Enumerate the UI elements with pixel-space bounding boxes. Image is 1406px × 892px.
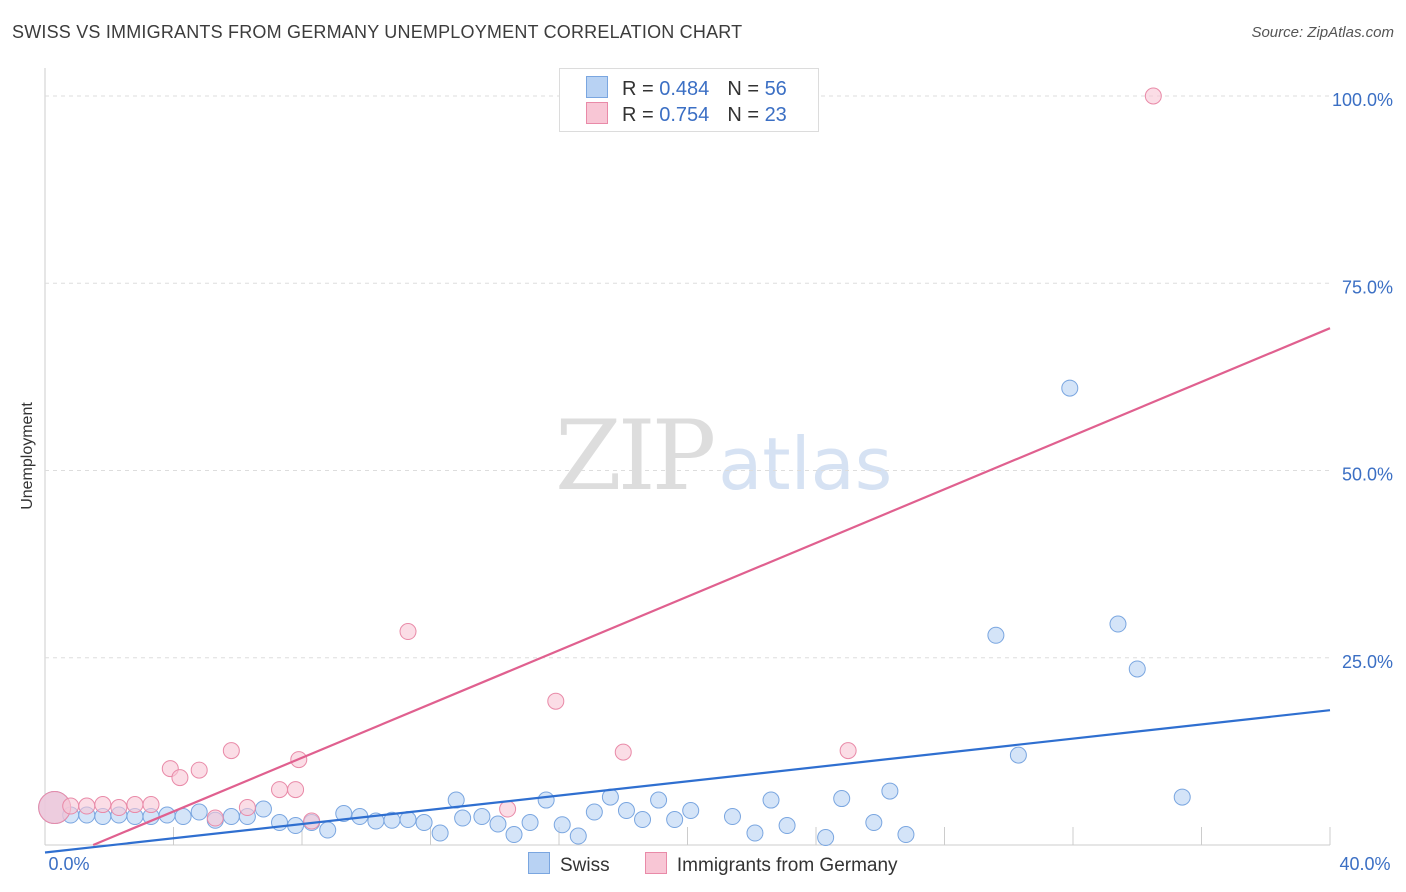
legend-n-value: 56: [764, 78, 787, 100]
data-point-swiss: [881, 782, 899, 800]
data-point-germany: [1144, 87, 1162, 105]
data-point-swiss: [431, 824, 449, 842]
data-point-swiss: [521, 814, 539, 832]
data-point-swiss: [778, 817, 796, 835]
data-point-germany: [287, 781, 305, 799]
legend-swatch-germany: [586, 102, 608, 124]
data-point-germany: [206, 809, 224, 827]
data-point-germany: [499, 800, 517, 818]
legend-item-germany[interactable]: Immigrants from Germany: [644, 852, 898, 877]
data-point-swiss: [723, 808, 741, 826]
data-point-swiss: [222, 808, 240, 826]
data-point-swiss: [553, 816, 571, 834]
legend-r-value: 0.754: [659, 104, 710, 126]
data-point-germany: [614, 743, 632, 761]
data-point-germany: [190, 761, 208, 779]
data-point-swiss: [1009, 746, 1027, 764]
data-point-swiss: [335, 805, 353, 823]
data-point-swiss: [897, 826, 915, 844]
data-point-swiss: [254, 800, 272, 818]
data-point-germany: [303, 812, 321, 830]
legend-swatch-swiss: [586, 76, 608, 98]
data-point-swiss: [505, 826, 523, 844]
data-point-germany: [547, 692, 565, 710]
x-tick-label: 40.0%: [1339, 854, 1390, 874]
legend-r-label: R =: [622, 104, 660, 126]
data-point-germany: [94, 796, 112, 814]
data-point-germany: [271, 781, 289, 799]
series-germany: [38, 87, 1162, 830]
legend-row-swiss: R = 0.484 N = 56: [586, 76, 787, 100]
data-point-germany: [126, 796, 144, 814]
y-tick-label: 75.0%: [1342, 277, 1393, 297]
data-point-swiss: [682, 802, 700, 820]
data-point-swiss: [447, 791, 465, 809]
data-point-swiss: [987, 626, 1005, 644]
data-point-swiss: [537, 791, 555, 809]
data-point-germany: [839, 742, 857, 760]
data-point-swiss: [1128, 660, 1146, 678]
legend-row-germany: R = 0.754 N = 23: [586, 102, 787, 126]
data-point-swiss: [454, 809, 472, 827]
legend-swatch-germany: [644, 852, 667, 874]
data-point-swiss: [762, 791, 780, 809]
data-point-swiss: [617, 802, 635, 820]
legend-n-value: 23: [764, 104, 787, 126]
data-point-swiss: [650, 791, 668, 809]
data-point-swiss: [473, 808, 491, 826]
data-point-swiss: [1173, 788, 1191, 806]
stats-legend: R = 0.484 N = 56 R = 0.754 N = 23: [559, 68, 819, 132]
data-point-germany: [142, 796, 160, 814]
data-point-swiss: [634, 811, 652, 829]
chart-title: SWISS VS IMMIGRANTS FROM GERMANY UNEMPLO…: [12, 22, 743, 42]
data-point-swiss: [190, 803, 208, 821]
y-tick-label: 50.0%: [1342, 465, 1393, 485]
data-point-swiss: [833, 790, 851, 808]
watermark: ZIPatlas: [555, 400, 892, 512]
y-tick-label: 100.0%: [1332, 90, 1393, 110]
watermark-atlas: atlas: [718, 422, 893, 506]
data-point-swiss: [489, 815, 507, 833]
legend-label-germany: Immigrants from Germany: [676, 855, 898, 876]
data-point-germany: [62, 797, 80, 815]
data-point-swiss: [585, 803, 603, 821]
data-point-swiss: [415, 814, 433, 832]
data-point-swiss: [666, 811, 684, 829]
source-label: Source: ZipAtlas.com: [1251, 24, 1394, 41]
data-point-swiss: [1061, 379, 1079, 397]
data-point-germany: [222, 742, 240, 760]
data-point-swiss: [817, 829, 835, 847]
data-point-germany: [238, 799, 256, 817]
legend-n-label: N =: [727, 78, 765, 100]
legend-r-label: R =: [622, 78, 660, 100]
data-point-swiss: [746, 824, 764, 842]
data-point-germany: [399, 623, 417, 641]
legend-label-swiss: Swiss: [560, 855, 610, 876]
series-legend: Swiss Immigrants from Germany: [528, 852, 928, 877]
trendline-germany: [92, 327, 1331, 847]
legend-swatch-swiss: [528, 852, 550, 874]
data-point-swiss: [865, 814, 883, 832]
watermark-zip: ZIP: [555, 400, 716, 512]
y-tick-label: 25.0%: [1342, 652, 1393, 672]
data-point-germany: [110, 799, 128, 817]
data-point-germany: [171, 769, 189, 787]
x-tick-label: 0.0%: [48, 854, 89, 874]
legend-item-swiss[interactable]: Swiss: [528, 852, 610, 877]
series-swiss: [38, 379, 1191, 847]
legend-n-label: N =: [727, 104, 765, 126]
legend-r-value: 0.484: [659, 78, 710, 100]
trendline-swiss: [44, 709, 1331, 854]
data-point-swiss: [1109, 615, 1127, 633]
data-point-germany: [78, 797, 96, 815]
data-point-swiss: [319, 821, 337, 839]
data-point-swiss: [569, 827, 587, 845]
